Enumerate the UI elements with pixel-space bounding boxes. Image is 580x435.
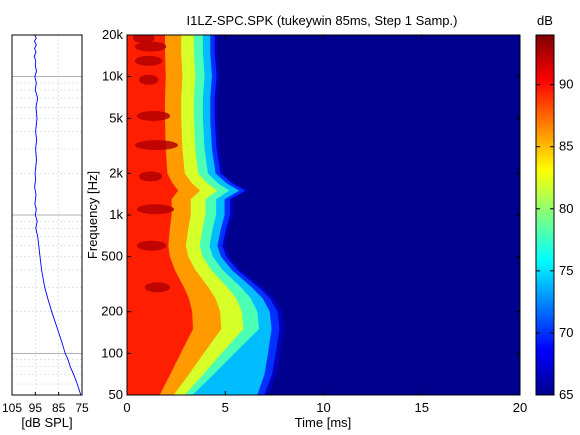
colorbar-tick-label: 70 xyxy=(559,325,573,340)
frequency-tick-label: 1k xyxy=(109,207,123,222)
frequency-tick-label: 100 xyxy=(101,345,123,360)
frequency-tick-label: 5k xyxy=(109,110,123,125)
colorbar-tick-label: 80 xyxy=(559,201,573,216)
frequency-tick-label: 500 xyxy=(101,249,123,264)
resonance-band xyxy=(136,240,167,251)
frequency-axis-label: Frequency [Hz] xyxy=(85,171,100,259)
time-tick-label: 20 xyxy=(513,400,527,415)
resonance-band xyxy=(134,55,163,66)
colorbar-ticks: 65 70 75 80 85 90 xyxy=(536,77,573,402)
time-tick-label: 5 xyxy=(222,400,229,415)
time-tick-label: 15 xyxy=(415,400,429,415)
resonance-band xyxy=(136,110,171,121)
response-axes-box xyxy=(11,34,83,396)
response-x-tick-label: 105 xyxy=(2,401,22,415)
colorbar: dB 65 70 75 80 85 90 xyxy=(535,13,573,402)
frequency-tick-label: 50 xyxy=(109,387,123,402)
time-tick-label: 10 xyxy=(316,400,330,415)
resonance-band xyxy=(134,41,167,52)
resonance-band xyxy=(138,74,159,85)
decay-contours xyxy=(127,35,285,395)
frequency-tick-label: 200 xyxy=(101,304,123,319)
resonance-band xyxy=(136,204,175,215)
resonance-bands xyxy=(132,35,179,293)
frequency-tick-label: 2k xyxy=(109,165,123,180)
colorbar-gradient xyxy=(536,35,554,395)
resonance-band xyxy=(134,140,179,151)
response-x-tick-label: 85 xyxy=(52,401,66,415)
time-tick-label: 0 xyxy=(123,400,130,415)
frequency-tick-label: 10k xyxy=(102,69,123,84)
response-curve xyxy=(33,35,82,395)
frequency-tick-label: 20k xyxy=(102,27,123,42)
resonance-band xyxy=(144,282,171,293)
colorbar-tick-label: 65 xyxy=(559,387,573,402)
colorbar-tick-label: 75 xyxy=(559,263,573,278)
frequency-ticks: 50 100 200 500 1k 2k 5k 10k 20k xyxy=(101,27,520,402)
response-x-tick-label: 75 xyxy=(75,401,89,415)
colorbar-tick-label: 90 xyxy=(559,77,573,92)
response-grid xyxy=(11,34,83,396)
response-x-label: [dB SPL] xyxy=(21,415,72,430)
colorbar-tick-label: 85 xyxy=(559,139,573,154)
time-axis-label: Time [ms] xyxy=(295,415,352,430)
time-ticks: 0 5 10 15 20 xyxy=(123,35,527,415)
response-x-tick-label: 95 xyxy=(29,401,43,415)
chart-title: I1LZ-SPC.SPK (tukeywin 85ms, Step 1 Samp… xyxy=(187,13,458,28)
heatmap-panel: 50 100 200 500 1k 2k 5k 10k 20k 0 5 10 15 20 I1LZ-SP… xyxy=(85,13,527,430)
response-panel: 105 95 85 75 [dB SPL] xyxy=(2,34,89,430)
response-x-ticks: 105 95 85 75 xyxy=(2,392,89,415)
resonance-band xyxy=(132,35,155,44)
resonance-band xyxy=(138,171,163,182)
contour-level xyxy=(127,35,193,395)
colorbar-box xyxy=(535,34,555,396)
colorbar-label: dB xyxy=(537,13,553,28)
